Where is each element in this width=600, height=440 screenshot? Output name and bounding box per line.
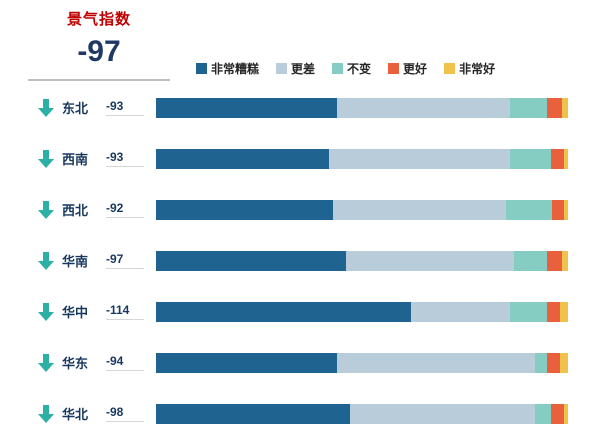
region-label: 华中 (62, 305, 89, 320)
headline-value: -97 (77, 35, 121, 68)
region-row: 东北 -93 (0, 82, 600, 133)
down-arrow-icon (38, 149, 56, 168)
chart-rows: 东北 -93 西南 -93 西北 -92 华南 -97 华中 -114 华东 -94 华北 -98 (0, 82, 600, 439)
legend-item: 非常好 (444, 60, 495, 77)
region-value: -94 (106, 354, 144, 371)
region-label: 华北 (62, 407, 89, 422)
bar-segment-不变 (535, 352, 548, 373)
bar-segment-不变 (514, 250, 548, 271)
region-label: 东北 (62, 101, 89, 116)
bar-segment-非常好 (559, 301, 568, 322)
bar-segment-更差 (411, 301, 511, 322)
bar-segment-非常好 (563, 403, 568, 424)
down-arrow-icon (38, 302, 56, 321)
bar-segment-更好 (551, 148, 564, 169)
down-arrow-icon (38, 251, 56, 270)
stacked-bar (156, 148, 568, 169)
down-arrow-icon (38, 404, 56, 423)
region-value: -93 (106, 99, 144, 116)
region-label: 华南 (62, 254, 89, 269)
legend-item: 更好 (388, 60, 427, 77)
legend-item: 不变 (332, 60, 371, 77)
region-label: 西北 (62, 203, 89, 218)
bar-segment-更好 (547, 352, 560, 373)
legend-item: 非常糟糕 (196, 60, 259, 77)
legend-label: 非常好 (459, 62, 496, 76)
region-row: 华北 -98 (0, 388, 600, 439)
legend-label: 更好 (403, 62, 428, 76)
stacked-bar (156, 97, 568, 118)
region-row: 西南 -93 (0, 133, 600, 184)
bar-segment-非常糟糕 (156, 97, 338, 118)
bar-segment-非常糟糕 (156, 301, 412, 322)
bar-segment-更好 (547, 97, 562, 118)
region-row: 华南 -97 (0, 235, 600, 286)
region-value: -98 (106, 405, 144, 422)
bar-segment-非常糟糕 (156, 352, 338, 373)
bar-segment-更好 (547, 250, 562, 271)
stacked-bar (156, 352, 568, 373)
region-row: 华中 -114 (0, 286, 600, 337)
bar-segment-非常好 (561, 250, 568, 271)
bar-segment-不变 (506, 199, 552, 220)
region-value: -114 (106, 303, 144, 320)
legend-label: 非常糟糕 (211, 62, 260, 76)
stacked-bar (156, 250, 568, 271)
region-value: -93 (106, 150, 144, 167)
region-value: -97 (106, 252, 144, 269)
stacked-bar (156, 403, 568, 424)
legend-swatch (332, 63, 344, 74)
region-value: -92 (106, 201, 144, 218)
chart-legend: 非常糟糕 更差 不变 更好 非常好 (196, 60, 495, 77)
headline-underline (28, 79, 170, 81)
legend-swatch (196, 63, 207, 74)
region-row: 华东 -94 (0, 337, 600, 388)
bar-segment-更差 (337, 352, 536, 373)
bar-segment-非常糟糕 (156, 403, 350, 424)
bar-segment-非常好 (561, 97, 568, 118)
bar-segment-非常好 (563, 148, 568, 169)
bar-segment-非常糟糕 (156, 250, 346, 271)
region-row: 西北 -92 (0, 184, 600, 235)
bar-segment-非常好 (559, 352, 568, 373)
legend-label: 不变 (347, 62, 372, 76)
bar-segment-更差 (337, 97, 511, 118)
bar-segment-非常好 (563, 199, 568, 220)
legend-swatch (388, 63, 400, 74)
down-arrow-icon (38, 200, 56, 219)
bar-segment-更好 (547, 301, 560, 322)
legend-item: 更差 (276, 60, 315, 77)
header: 景气指数 -97 (28, 8, 170, 81)
down-arrow-icon (38, 98, 56, 117)
bar-segment-更好 (551, 403, 564, 424)
bar-segment-更差 (345, 250, 515, 271)
bar-segment-不变 (535, 403, 552, 424)
stacked-bar (156, 199, 568, 220)
region-label: 华东 (62, 356, 89, 371)
bar-segment-不变 (510, 148, 552, 169)
page-title: 景气指数 (66, 11, 131, 28)
bar-segment-更差 (333, 199, 507, 220)
bar-segment-不变 (510, 97, 548, 118)
stacked-bar (156, 301, 568, 322)
legend-label: 更差 (291, 62, 316, 76)
bar-segment-更差 (329, 148, 511, 169)
region-label: 西南 (62, 152, 89, 167)
bar-segment-更差 (349, 403, 536, 424)
bar-segment-非常糟糕 (156, 199, 334, 220)
bar-segment-更好 (551, 199, 564, 220)
down-arrow-icon (38, 353, 56, 372)
bar-segment-不变 (510, 301, 548, 322)
bar-segment-非常糟糕 (156, 148, 330, 169)
legend-swatch (276, 63, 288, 74)
legend-swatch (444, 63, 456, 74)
